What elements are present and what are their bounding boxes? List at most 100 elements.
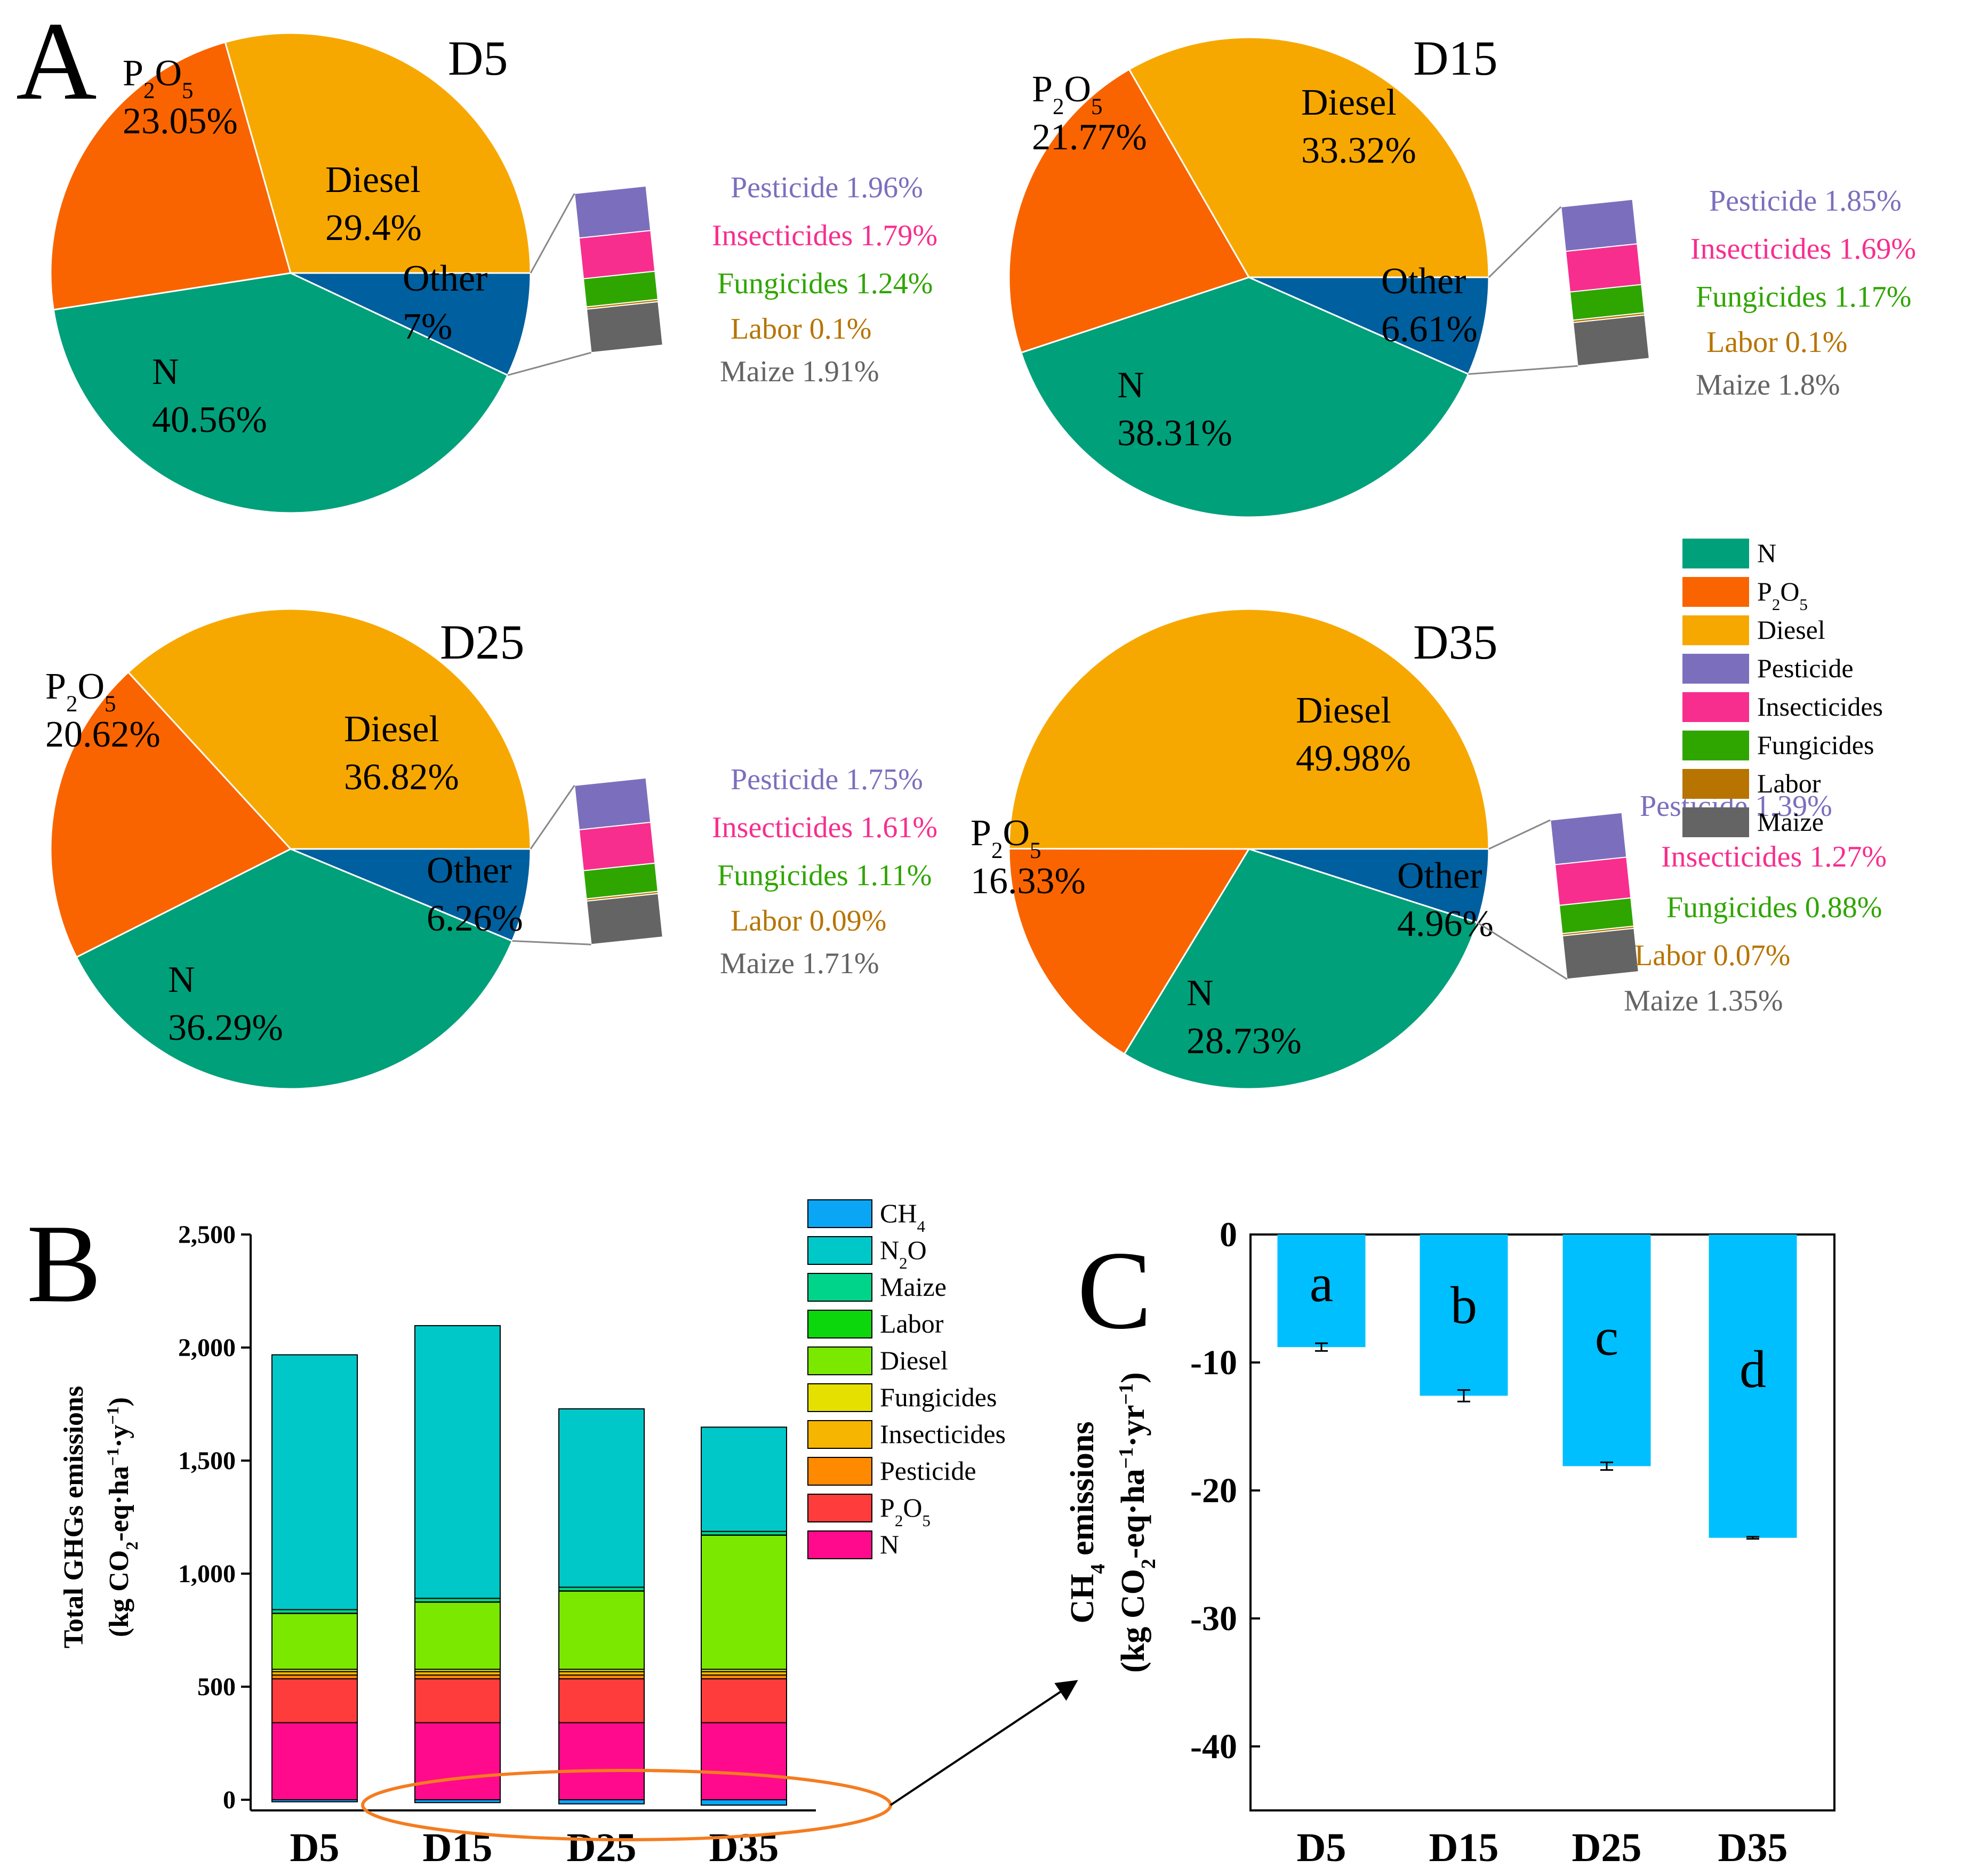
connector-line-bottom xyxy=(1477,921,1568,980)
legend-swatch-p2o5 xyxy=(807,1494,872,1522)
pie-slice-n xyxy=(1020,276,1470,518)
plot-frame-c xyxy=(1249,1233,1835,1811)
text-span: Insecticides xyxy=(1757,692,1883,721)
text-span: (kg CO xyxy=(104,1550,134,1637)
pie-label-diesel-value: 29.4% xyxy=(325,207,422,248)
pie-label-other-name: Other xyxy=(427,850,511,891)
pie-slice-p2o5 xyxy=(1008,68,1250,354)
arrow-line xyxy=(889,1680,1078,1806)
breakdown-label-insecticides: Insecticides 1.61% xyxy=(712,811,937,844)
pie-label-p2o5-name: P2O5 xyxy=(971,813,1041,863)
pie-label-n-name: N xyxy=(1117,365,1144,406)
text-span: 4 xyxy=(1087,1564,1109,1574)
pie-label-p2o5-value: 23.05% xyxy=(123,101,238,142)
text-span: −1 xyxy=(103,1406,122,1424)
breakdown-label-labor: Labor 0.07% xyxy=(1634,939,1790,972)
text-span: −1 xyxy=(103,1448,122,1466)
x-tick-label-b: D5 xyxy=(290,1825,340,1870)
bar-segment-n xyxy=(558,1722,645,1801)
legend-swatch-maize xyxy=(807,1273,872,1302)
y-tick-label-b: 1,500 xyxy=(178,1447,236,1475)
y-axis-title-c: CH4 emissions(kg CO2-eq·ha−1·yr−1) xyxy=(1064,1372,1160,1673)
legend-label-n: N xyxy=(880,1529,899,1559)
pie-slice-p2o5 xyxy=(50,41,292,311)
legend-swatch-n2o xyxy=(807,1236,872,1265)
y-tick-label-b: 2,500 xyxy=(178,1221,236,1249)
legend-swatch-pesticide xyxy=(807,1457,872,1486)
breakdown-label-maize: Maize 1.35% xyxy=(1624,984,1783,1017)
text-span: 2 xyxy=(895,1511,903,1530)
y-tick-label-c: -20 xyxy=(1190,1471,1237,1510)
text-span: Diesel xyxy=(1757,615,1825,645)
pie-slice-p2o5 xyxy=(1008,847,1250,1055)
legend-swatch-labor xyxy=(807,1310,872,1338)
text-span: 2 xyxy=(1772,595,1781,614)
legend-swatch-n xyxy=(1682,539,1749,568)
y-tick-label-c: -40 xyxy=(1190,1727,1237,1766)
y-tick-label-b: 2,000 xyxy=(178,1334,236,1362)
text-span: Pesticide xyxy=(1757,653,1854,683)
text-span: -eq·ha xyxy=(104,1466,134,1542)
text-span: O xyxy=(155,53,182,94)
text-span: 2 xyxy=(143,78,155,103)
breakdown-label-maize: Maize 1.91% xyxy=(720,355,879,388)
legend-swatch-p2o5 xyxy=(1682,577,1749,607)
breakdown-segment-pesticide xyxy=(1550,812,1628,865)
text-span: 2 xyxy=(122,1542,141,1550)
breakdown-label-pesticide: Pesticide 1.75% xyxy=(731,763,923,796)
pie-label-n-value: 28.73% xyxy=(1187,1021,1302,1062)
text-span: Diesel xyxy=(344,709,439,750)
text-span: P xyxy=(880,1493,895,1522)
legend-label-n: N xyxy=(1757,538,1776,568)
text-span: 5 xyxy=(105,692,116,717)
significance-letter: b xyxy=(1450,1276,1477,1335)
pie-label-other-value: 6.26% xyxy=(427,898,523,939)
y-axis-title-c-line1: CH4 emissions xyxy=(1064,1422,1109,1624)
bar-segment-maize xyxy=(414,1598,501,1603)
bar-segment-n xyxy=(414,1722,501,1801)
bar-segment-diesel xyxy=(701,1534,787,1670)
bar-segment-p2o5 xyxy=(414,1678,501,1723)
breakdown-segment-insecticides xyxy=(578,230,656,279)
text-span: 2 xyxy=(1137,1559,1160,1569)
y-tick-label-b: 500 xyxy=(197,1673,236,1701)
breakdown-label-fungicides: Fungicides 1.11% xyxy=(717,859,932,892)
bar-segment-pesticide xyxy=(271,1674,358,1680)
bar-segment-ch4 xyxy=(701,1799,787,1806)
breakdown-segment-maize xyxy=(586,301,663,354)
bar-c xyxy=(1420,1234,1508,1396)
legend-label-ch4: CH4 xyxy=(880,1198,925,1236)
pie-label-n-name: N xyxy=(1187,973,1214,1014)
legend-swatch-n xyxy=(807,1530,872,1559)
breakdown-segment-maize xyxy=(586,893,663,945)
y-tick-label-c: 0 xyxy=(1220,1215,1237,1254)
bar-segment-n2o xyxy=(414,1325,501,1599)
text-span: Pesticide xyxy=(880,1456,976,1486)
text-span: CH xyxy=(880,1198,917,1228)
text-span: Other xyxy=(1381,261,1466,302)
bar-segment-p2o5 xyxy=(558,1678,645,1723)
breakdown-label-maize: Maize 1.71% xyxy=(720,947,879,980)
legend-label-p2o5: P2O5 xyxy=(1757,576,1808,614)
breakdown-label-fungicides: Fungicides 1.24% xyxy=(717,267,933,300)
breakdown-segment-insecticides xyxy=(1565,243,1642,293)
legend-swatch-fungicides xyxy=(807,1383,872,1412)
text-span: N xyxy=(880,1529,899,1559)
pie-slice-other xyxy=(290,848,532,942)
pie-slice-diesel xyxy=(1008,608,1490,850)
legend-swatch-diesel xyxy=(807,1346,872,1375)
bar-segment-pesticide xyxy=(558,1674,645,1680)
y-axis-title-c-line2: (kg CO2-eq·ha−1·yr−1) xyxy=(1115,1372,1160,1673)
text-span: P xyxy=(1757,576,1772,606)
legend-swatch-ch4 xyxy=(807,1199,872,1228)
breakdown-label-pesticide: Pesticide 1.85% xyxy=(1709,185,1902,218)
breakdown-segment-pesticide xyxy=(574,185,652,239)
text-span: 2 xyxy=(991,838,1003,863)
text-span: N xyxy=(152,351,179,392)
bar-segment-n2o xyxy=(271,1354,358,1610)
bar-segment-pesticide xyxy=(414,1674,501,1680)
legend-label-labor: Labor xyxy=(1757,768,1821,798)
